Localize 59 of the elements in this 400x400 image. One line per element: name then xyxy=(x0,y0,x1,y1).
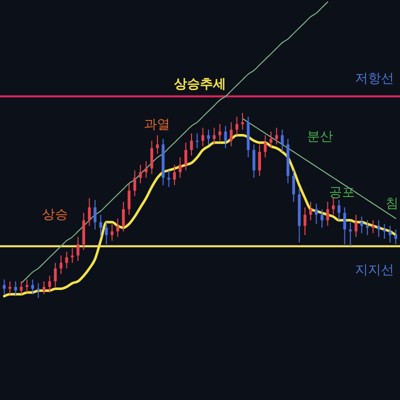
candlestick xyxy=(178,156,182,178)
candlestick xyxy=(338,199,340,221)
candlestick xyxy=(42,280,46,295)
candlestick xyxy=(304,206,306,236)
candlestick xyxy=(26,279,28,293)
annotation: 공포 xyxy=(329,186,355,201)
ref-line-label: 지지선 xyxy=(355,263,394,278)
candlestick xyxy=(144,160,148,178)
candlestick xyxy=(173,164,176,186)
chart-title: 상승추세 xyxy=(174,77,226,92)
candlestick xyxy=(201,127,204,147)
candlestick xyxy=(235,116,238,136)
candlestick xyxy=(48,275,52,293)
candlestick xyxy=(382,224,386,240)
annotation: 과열 xyxy=(144,118,170,133)
candlestick xyxy=(196,132,199,149)
candlestick xyxy=(280,129,284,152)
candlestick xyxy=(292,170,296,202)
candlestick xyxy=(14,280,18,297)
candlestick xyxy=(218,124,222,142)
candlestick xyxy=(326,201,330,226)
candlestick xyxy=(110,224,114,242)
candlestick xyxy=(94,199,96,230)
annotation: 상승 xyxy=(42,208,68,223)
candlestick xyxy=(258,144,261,176)
candlestick xyxy=(264,134,267,158)
candlestick xyxy=(388,225,392,243)
candlestick xyxy=(207,129,210,145)
candlestick xyxy=(320,208,324,228)
candlestick xyxy=(360,216,364,234)
candlestick xyxy=(252,144,256,178)
candlestick xyxy=(309,201,312,221)
candlestick xyxy=(314,203,318,224)
candlestick xyxy=(275,127,278,145)
candlestick xyxy=(65,251,68,269)
candlestick xyxy=(212,127,216,145)
candlestick xyxy=(88,198,91,226)
candlestick xyxy=(354,214,358,238)
candlestick xyxy=(31,279,34,295)
candlestick xyxy=(394,229,398,245)
candlestick xyxy=(122,201,125,232)
candlestick xyxy=(139,164,142,184)
candlestick xyxy=(60,254,62,274)
candlestick xyxy=(2,279,6,295)
candlestick xyxy=(8,280,12,295)
candlestick xyxy=(104,222,108,245)
candlestick xyxy=(128,182,130,216)
candlestick xyxy=(332,198,335,216)
annotation: 침 xyxy=(386,196,398,212)
candlestick xyxy=(190,132,193,156)
candlestick xyxy=(224,125,227,149)
candlestick xyxy=(270,131,272,149)
candlestick xyxy=(156,134,159,154)
candlestick xyxy=(76,236,80,262)
candlestick xyxy=(70,248,74,264)
ref-line-label: 저항선 xyxy=(355,71,394,86)
candlestick xyxy=(348,222,352,247)
candlestick xyxy=(230,122,233,147)
annotation: 분산 xyxy=(307,130,333,145)
